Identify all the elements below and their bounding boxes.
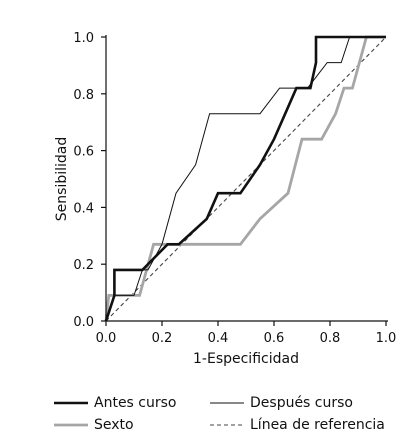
x-ticks: 0.0 0.2 0.4 0.6 0.8 1.0 <box>96 321 397 346</box>
y-tick-label: 0.6 <box>73 145 94 160</box>
series-line-antes-curso <box>104 35 386 322</box>
x-tick-label: 0.6 <box>264 331 285 346</box>
series-line-linea-de-referencia <box>105 36 387 322</box>
y-tick-label: 0.4 <box>73 201 94 216</box>
plot-area <box>104 35 387 322</box>
legend-label-linea-de-referencia: Línea de referencia <box>250 417 385 433</box>
x-tick-label: 1.0 <box>376 331 397 346</box>
x-tick-label: 0.4 <box>208 331 229 346</box>
axes: 0.0 0.2 0.4 0.6 0.8 1.0 0.0 0.2 0.4 0.6 0.8 1.0 <box>73 31 396 346</box>
legend: Antes curso Después curso Sexto Línea de re… <box>54 395 385 433</box>
x-axis-title: 1-Especificidad <box>193 351 299 367</box>
legend-label-despues-curso: Después curso <box>250 395 353 411</box>
series-line-sexto <box>104 35 386 322</box>
y-tick-label: 0.0 <box>73 315 94 330</box>
y-tick-label: 0.8 <box>73 88 94 103</box>
series-line-despues-curso <box>105 36 386 322</box>
x-tick-label: 0.0 <box>96 331 117 346</box>
y-ticks: 0.0 0.2 0.4 0.6 0.8 1.0 <box>73 31 106 330</box>
legend-label-sexto: Sexto <box>94 417 134 433</box>
y-tick-label: 0.2 <box>73 258 94 273</box>
x-tick-label: 0.8 <box>320 331 341 346</box>
y-tick-label: 1.0 <box>73 31 94 46</box>
legend-label-antes-curso: Antes curso <box>94 395 176 411</box>
y-axis-title: Sensibilidad <box>54 137 70 221</box>
x-tick-label: 0.2 <box>152 331 173 346</box>
